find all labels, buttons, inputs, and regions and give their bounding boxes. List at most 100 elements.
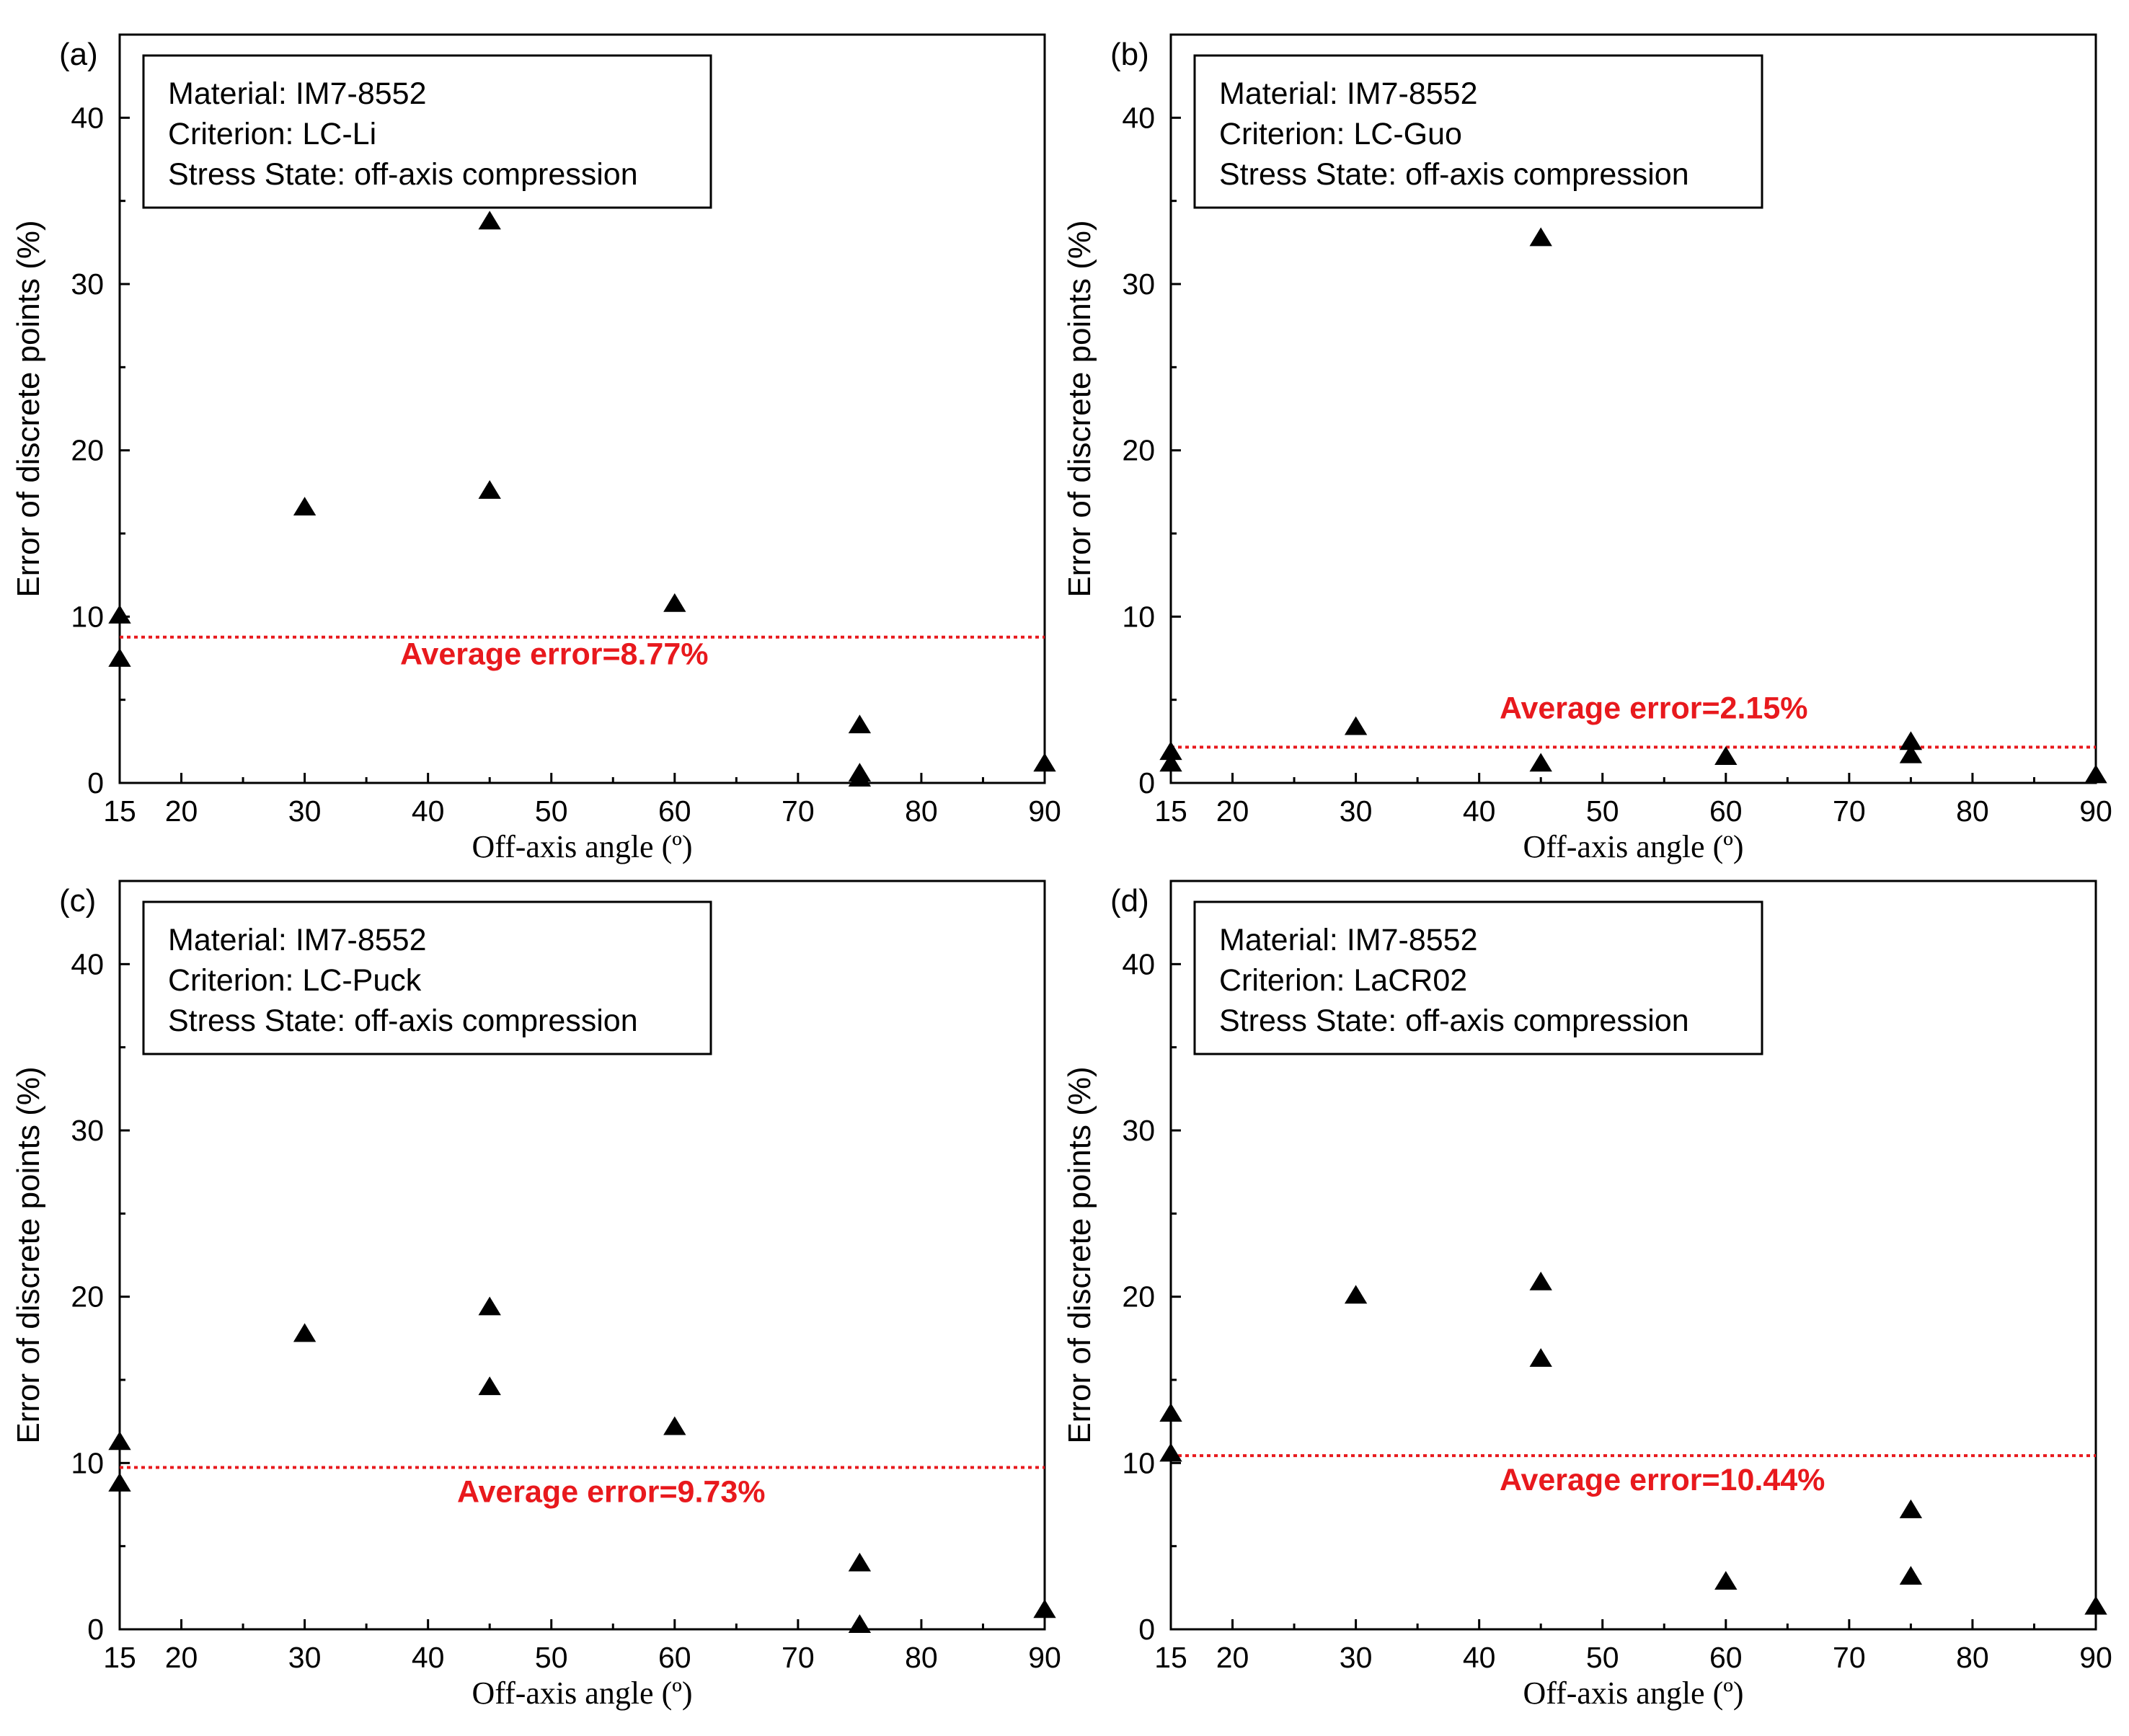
x-tick-label: 70	[1833, 794, 1866, 828]
x-tick-label: 60	[658, 1641, 691, 1674]
data-point-marker	[1159, 1443, 1182, 1462]
x-tick-label: 50	[1586, 794, 1619, 828]
y-tick-label: 40	[1122, 101, 1155, 134]
x-tick-label: 15	[1154, 794, 1187, 828]
info-line: Material: IM7-8552	[168, 923, 427, 957]
data-point-marker	[108, 648, 131, 667]
x-tick-label: 80	[1956, 794, 1989, 828]
info-line: Stress State: off-axis compression	[168, 157, 638, 192]
data-point-marker	[1344, 716, 1368, 735]
y-tick-label: 0	[87, 766, 104, 800]
data-point-marker	[663, 1416, 686, 1435]
y-tick-label: 30	[1122, 267, 1155, 301]
info-line: Stress State: off-axis compression	[168, 1004, 638, 1038]
x-axis-title: Off-axis angle (º)	[1523, 829, 1743, 864]
average-error-label: Average error=10.44%	[1500, 1463, 1825, 1497]
x-tick-label: 20	[1216, 794, 1249, 828]
info-line: Criterion: LC-Puck	[168, 963, 422, 998]
y-tick-label: 0	[1138, 766, 1155, 800]
data-point-marker	[2084, 1595, 2107, 1615]
data-point-marker	[848, 768, 872, 787]
x-tick-label: 30	[1340, 794, 1373, 828]
x-tick-label: 90	[2079, 1641, 2112, 1674]
x-tick-label: 30	[288, 794, 322, 828]
y-tick-label: 10	[71, 1446, 104, 1479]
info-box	[142, 54, 712, 209]
data-point-marker	[478, 480, 501, 499]
data-point-marker	[1033, 753, 1056, 772]
panel-label: (d)	[1110, 883, 1149, 918]
panel-label: (c)	[59, 883, 96, 918]
average-error-label: Average error=9.73%	[457, 1475, 765, 1510]
x-tick-label: 70	[782, 794, 815, 828]
info-line: Material: IM7-8552	[1219, 923, 1478, 957]
y-tick-label: 40	[71, 101, 104, 134]
info-line: Stress State: off-axis compression	[1219, 1004, 1689, 1038]
info-line: Material: IM7-8552	[168, 76, 427, 111]
data-point-marker	[1714, 1571, 1738, 1590]
panel-label: (a)	[59, 37, 98, 72]
data-point-marker	[108, 605, 131, 624]
x-tick-label: 20	[165, 1641, 198, 1674]
data-point-marker	[293, 497, 317, 515]
x-axis-title: Off-axis angle (º)	[472, 1675, 692, 1711]
x-tick-label: 40	[412, 1641, 445, 1674]
data-point-marker	[1159, 741, 1182, 761]
data-point-marker	[848, 1614, 872, 1633]
info-line: Criterion: LC-Guo	[1219, 117, 1462, 151]
data-point-marker	[478, 1296, 501, 1316]
x-tick-label: 60	[1709, 794, 1743, 828]
info-box	[1193, 900, 1763, 1055]
data-point-marker	[1529, 753, 1552, 772]
plot-frame	[118, 33, 1046, 784]
data-point-marker	[1529, 1348, 1552, 1367]
x-tick-label: 30	[1340, 1641, 1373, 1674]
data-point-marker	[108, 1473, 131, 1492]
x-tick-label: 90	[1028, 1641, 1061, 1674]
y-tick-label: 30	[71, 1114, 104, 1147]
y-tick-label: 20	[1122, 1280, 1155, 1314]
x-tick-label: 80	[905, 794, 938, 828]
x-tick-label: 50	[1586, 1641, 1619, 1674]
x-tick-label: 70	[1833, 1641, 1866, 1674]
y-axis-title: Error of discrete points (%)	[1062, 1066, 1097, 1443]
data-point-marker	[1899, 731, 1923, 750]
average-error-label: Average error=2.15%	[1500, 691, 1807, 725]
info-box	[142, 900, 712, 1055]
data-point-marker	[293, 1323, 317, 1342]
plot-frame	[1169, 33, 2097, 784]
y-axis-title: Error of discrete points (%)	[1062, 220, 1097, 597]
x-tick-label: 40	[412, 794, 445, 828]
x-tick-label: 50	[535, 794, 568, 828]
data-point-marker	[1529, 1271, 1552, 1290]
x-tick-label: 70	[782, 1641, 815, 1674]
y-tick-label: 20	[71, 434, 104, 467]
x-axis-title: Off-axis angle (º)	[472, 829, 692, 864]
data-point-marker	[478, 211, 501, 230]
x-axis-title: Off-axis angle (º)	[1523, 1675, 1743, 1711]
data-point-marker	[1033, 1599, 1056, 1618]
y-tick-label: 10	[1122, 1446, 1155, 1479]
data-point-marker	[1899, 744, 1923, 763]
x-tick-label: 80	[905, 1641, 938, 1674]
y-tick-label: 20	[71, 1280, 104, 1314]
y-tick-label: 30	[1122, 1114, 1155, 1147]
data-point-marker	[848, 714, 872, 734]
x-tick-label: 50	[535, 1641, 568, 1674]
x-tick-label: 20	[1216, 1641, 1249, 1674]
info-box	[1193, 54, 1763, 209]
info-line: Criterion: LC-Li	[168, 117, 376, 151]
data-point-marker	[2084, 764, 2107, 784]
y-axis-title: Error of discrete points (%)	[11, 1066, 46, 1443]
x-tick-label: 40	[1463, 1641, 1496, 1674]
data-point-marker	[1714, 746, 1738, 765]
data-point-marker	[848, 1552, 872, 1572]
y-axis-title: Error of discrete points (%)	[11, 220, 46, 597]
chart-panel-3: 15 20 30 40 50 60 70 80 90 0 10 20 30 40 Off-axis angl…	[11, 880, 1061, 1711]
x-tick-label: 90	[1028, 794, 1061, 828]
x-tick-label: 15	[103, 794, 136, 828]
average-error-label: Average error=8.77%	[400, 637, 708, 672]
x-tick-label: 90	[2079, 794, 2112, 828]
x-tick-label: 15	[1154, 1641, 1187, 1674]
plot-frame	[1169, 880, 2097, 1631]
